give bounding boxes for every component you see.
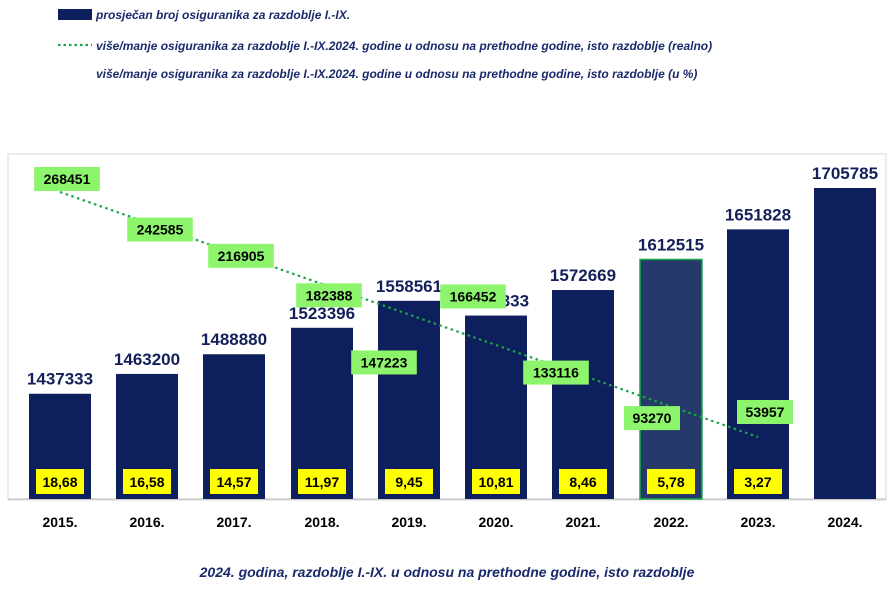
difference-label-box xyxy=(208,243,274,268)
percent-label-text: 3,27 xyxy=(744,474,771,490)
difference-label-box xyxy=(737,400,793,424)
difference-label: 216905 xyxy=(208,243,274,268)
difference-label-text: 182388 xyxy=(306,287,353,303)
bar-2023 xyxy=(727,229,789,499)
difference-label-box xyxy=(523,360,589,385)
difference-label-text: 93270 xyxy=(633,410,672,426)
percent-label-text: 5,78 xyxy=(657,474,684,490)
difference-label-text: 242585 xyxy=(137,222,184,238)
percent-label-box xyxy=(298,469,346,494)
difference-label-box xyxy=(34,167,100,191)
bar-value-label: 1651828 xyxy=(725,205,791,224)
difference-label: 242585 xyxy=(127,217,193,242)
x-axis-caption: 2024. godina, razdoblje I.-IX. u odnosu … xyxy=(199,564,695,580)
x-tick-label: 2024. xyxy=(827,514,862,530)
difference-label: 147223 xyxy=(351,350,417,375)
difference-label-text: 216905 xyxy=(218,248,265,264)
bar-2019 xyxy=(378,300,440,499)
difference-label-box xyxy=(296,283,362,308)
percent-label-box xyxy=(734,469,782,494)
legend-label-line: više/manje osiguranika za razdoblje I.-I… xyxy=(96,39,712,53)
x-tick-label: 2017. xyxy=(216,514,251,530)
difference-label: 53957 xyxy=(737,400,793,424)
bar-value-label: 1488880 xyxy=(201,330,267,349)
percent-label-box xyxy=(385,469,433,494)
plot-frame xyxy=(7,153,887,501)
x-tick-label: 2016. xyxy=(129,514,164,530)
percent-label: 5,78 xyxy=(647,469,695,494)
legend-swatch-bar xyxy=(58,9,92,20)
percent-label: 16,58 xyxy=(123,469,171,494)
bar-value-label: 1437333 xyxy=(27,370,93,389)
percent-label: 18,68 xyxy=(36,469,84,494)
percent-label-text: 10,81 xyxy=(478,474,513,490)
bar-2022 xyxy=(639,258,703,500)
bar-value-label: 1705785 xyxy=(812,164,878,183)
bar-value-label: 1463200 xyxy=(114,350,180,369)
percent-label: 14,57 xyxy=(210,469,258,494)
percent-label-box xyxy=(36,469,84,494)
percent-label-text: 11,97 xyxy=(305,474,339,490)
percent-label-box xyxy=(559,469,607,494)
difference-label: 166452 xyxy=(440,284,506,309)
difference-label-text: 166452 xyxy=(450,289,497,305)
bar-value-label: 1612515 xyxy=(638,235,704,254)
difference-label-text: 133116 xyxy=(533,365,579,381)
bar-value-label: 1572669 xyxy=(550,266,616,285)
percent-label-box xyxy=(210,469,258,494)
bar-2024 xyxy=(814,188,876,499)
percent-label: 3,27 xyxy=(734,469,782,494)
x-tick-label: 2019. xyxy=(391,514,426,530)
percent-label: 8,46 xyxy=(559,469,607,494)
percent-label-box xyxy=(647,469,695,494)
difference-label-text: 147223 xyxy=(361,354,408,370)
bar-value-label: 1523396 xyxy=(289,304,355,323)
legend: prosječan broj osiguranika za razdoblje … xyxy=(58,8,712,81)
difference-label-box xyxy=(624,406,680,431)
x-tick-label: 2020. xyxy=(478,514,513,530)
x-tick-label: 2021. xyxy=(565,514,600,530)
difference-label-box xyxy=(127,217,193,242)
percent-label-text: 8,46 xyxy=(569,474,596,490)
difference-label: 93270 xyxy=(624,406,680,431)
legend-label-bar: prosječan broj osiguranika za razdoblje … xyxy=(95,8,350,22)
difference-label: 133116 xyxy=(523,360,589,385)
difference-label-box xyxy=(440,284,506,309)
x-tick-label: 2018. xyxy=(304,514,339,530)
difference-label: 182388 xyxy=(296,283,362,308)
x-tick-label: 2023. xyxy=(740,514,775,530)
bar-2021 xyxy=(552,290,614,499)
x-tick-label: 2022. xyxy=(653,514,688,530)
percent-label-box xyxy=(472,469,520,494)
percent-label: 10,81 xyxy=(472,469,520,494)
difference-label-text: 53957 xyxy=(746,404,785,420)
difference-label-text: 268451 xyxy=(44,171,91,187)
percent-label-text: 18,68 xyxy=(42,474,77,490)
x-tick-label: 2015. xyxy=(42,514,77,530)
difference-label-box xyxy=(351,350,417,375)
percent-label: 9,45 xyxy=(385,469,433,494)
percent-label: 11,97 xyxy=(298,469,346,494)
percent-label-text: 14,57 xyxy=(216,474,251,490)
labels-layer: 1437333146320014888801523396155856115393… xyxy=(27,164,878,530)
percent-label-text: 9,45 xyxy=(395,474,422,490)
difference-label: 268451 xyxy=(34,167,100,191)
bar-value-label: 1558561 xyxy=(376,277,442,296)
percent-label-text: 16,58 xyxy=(129,474,164,490)
percent-label-box xyxy=(123,469,171,494)
legend-label-percent: više/manje osiguranika za razdoblje I.-I… xyxy=(96,67,697,81)
